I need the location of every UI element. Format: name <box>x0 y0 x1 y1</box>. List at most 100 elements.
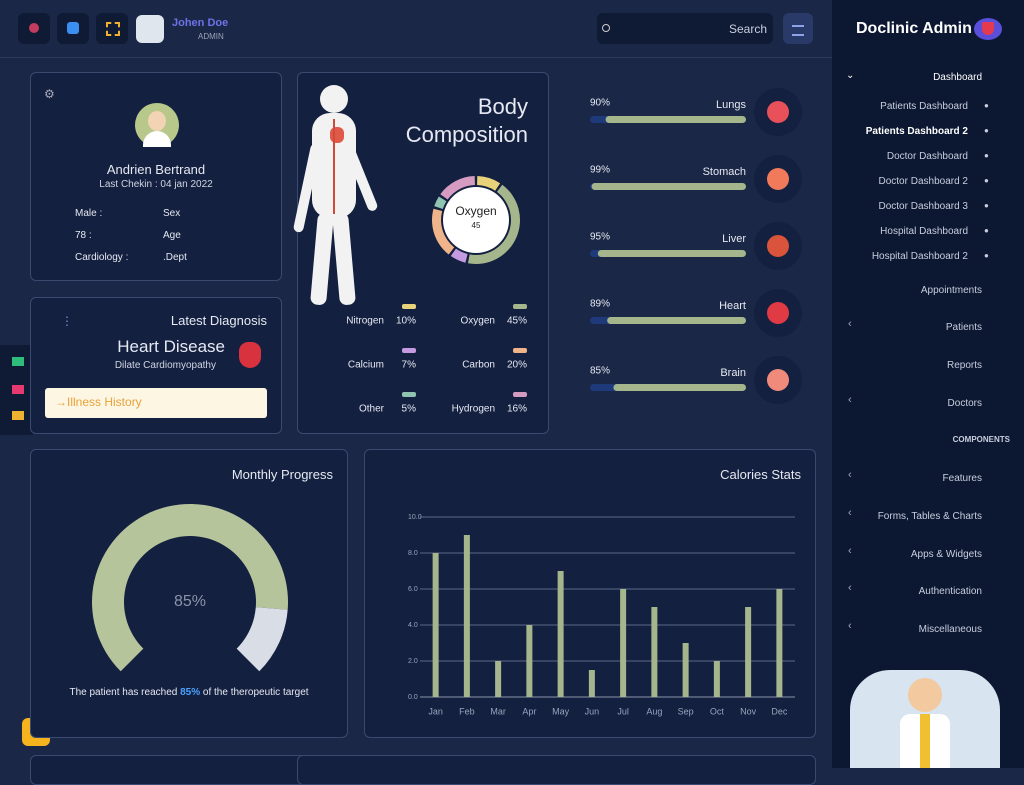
legend-label: Other <box>359 404 385 415</box>
caption-value: 85% <box>180 687 201 698</box>
menu-item[interactable]: Features <box>942 473 982 484</box>
bar <box>620 589 627 697</box>
submenu-item[interactable]: Doctor Dashboard 3 <box>878 201 969 212</box>
section-heading: COMPONENTS <box>952 435 1010 444</box>
body-composition-card: Body Composition <box>292 72 549 434</box>
menu-item[interactable]: Miscellaneous <box>918 624 982 635</box>
submenu-dot: ● <box>984 251 989 260</box>
submenu-dot: ● <box>984 126 989 135</box>
bar <box>432 553 439 697</box>
submenu-dot: ● <box>984 101 989 110</box>
icon-button[interactable] <box>57 13 89 44</box>
patient-avatar <box>135 103 179 147</box>
fullscreen-button[interactable] <box>96 13 128 44</box>
settings-icon[interactable]: ⚙ <box>44 87 55 101</box>
doctor-illustration <box>850 670 1000 768</box>
disease-name: Heart Disease <box>117 337 225 356</box>
x-tick-label: Feb <box>459 706 475 716</box>
submenu-item[interactable]: Doctor Dashboard 2 <box>878 176 969 187</box>
legend-swatch <box>402 348 416 353</box>
diagnosis-card: ⋮ Latest Diagnosis Heart Disease Dilate … <box>30 297 282 434</box>
donut-segment <box>432 208 455 255</box>
legend-value: 10% <box>396 316 416 327</box>
submenu-item[interactable]: Hospital Dashboard 2 <box>871 251 968 262</box>
legend-label: Calcium <box>348 360 384 371</box>
progress-bar <box>597 250 746 257</box>
legend-swatch <box>513 392 527 397</box>
x-tick-label: Jan <box>428 706 443 716</box>
x-tick-label: Jun <box>585 706 600 716</box>
y-tick-label: 8.0 <box>408 550 418 557</box>
y-tick-label: 2.0 <box>408 658 418 665</box>
monthly-progress-title: Monthly Progress <box>231 467 333 482</box>
bar <box>682 643 689 697</box>
diagnosis-title: Latest Diagnosis <box>170 313 267 328</box>
patient-card: ⚙ Andrien Bertrand Last Chekin : 04 jan … <box>30 72 282 281</box>
submenu-item[interactable]: Hospital Dashboard <box>880 226 968 237</box>
x-tick-label: Dec <box>771 706 788 716</box>
illness-history-button[interactable]: →Illness History <box>45 388 267 418</box>
legend-swatch <box>513 348 527 353</box>
legend-value: 7% <box>402 360 417 371</box>
donut-center-value: 45 <box>472 221 481 230</box>
x-tick-label: Apr <box>522 706 536 716</box>
user-role: ADMIN <box>198 32 224 41</box>
more-icon[interactable]: ⋮ <box>61 314 73 328</box>
organ-value: 89% <box>590 299 610 310</box>
menu-item[interactable]: Dashboard <box>933 72 982 83</box>
user-name[interactable]: Johen Doe <box>172 17 229 29</box>
brand[interactable]: Doclinic Admin <box>856 20 972 37</box>
caption-text: of the theropeutic target <box>202 687 309 698</box>
submenu-item[interactable]: Patients Dashboard <box>880 101 968 112</box>
organ-label: Liver <box>722 233 746 245</box>
bar <box>651 607 658 697</box>
detail-label: 78 : <box>75 230 92 241</box>
patient-name: Andrien Bertrand <box>106 162 206 177</box>
body-illustration <box>312 113 356 218</box>
bar <box>713 661 720 697</box>
search-box[interactable]: Search <box>597 13 773 44</box>
icon-button[interactable] <box>18 13 50 44</box>
chevron: ‹ <box>848 545 852 557</box>
donut-segment <box>477 176 501 191</box>
x-tick-label: May <box>552 706 570 716</box>
submenu-dot: ● <box>984 151 989 160</box>
chevron: ‹ <box>848 394 852 406</box>
progress-bar <box>591 183 746 190</box>
progress-caption: The patient has reached 85% of the thero… <box>31 687 347 698</box>
menu-item[interactable]: Patients <box>945 322 982 333</box>
donut-segment <box>467 184 520 264</box>
menu-item[interactable]: Forms, Tables & Charts <box>877 511 982 522</box>
bar <box>588 670 595 697</box>
bar <box>776 589 783 697</box>
organ-icon <box>767 235 789 257</box>
menu-item[interactable]: Authentication <box>918 586 982 597</box>
user-avatar[interactable] <box>136 15 164 43</box>
y-tick-label: 0.0 <box>408 694 418 701</box>
y-tick-label: 10.0 <box>408 514 422 521</box>
submenu-item[interactable]: Patients Dashboard 2 <box>865 126 968 137</box>
submenu-dot: ● <box>984 201 989 210</box>
menu-item[interactable]: Appointments <box>920 285 982 296</box>
gauge-label: 85% <box>174 593 206 610</box>
donut-segment <box>440 176 475 200</box>
menu-item[interactable]: Reports <box>946 360 982 371</box>
organ-label: Stomach <box>703 166 746 178</box>
detail-value: Age <box>163 230 181 241</box>
donut-segment <box>450 248 468 263</box>
menu-button[interactable] <box>783 13 813 44</box>
bar <box>745 607 752 697</box>
legend-value: 5% <box>402 404 417 415</box>
menu-item[interactable]: Doctors <box>947 398 982 409</box>
bar <box>463 535 470 697</box>
donut-hole <box>443 187 509 253</box>
top-bar <box>0 0 832 58</box>
x-tick-label: Nov <box>740 706 757 716</box>
y-tick-label: 4.0 <box>408 622 418 629</box>
legend-value: 20% <box>507 360 527 371</box>
monthly-progress-card: Monthly Progress The patient has reached… <box>30 449 348 738</box>
submenu-item[interactable]: Doctor Dashboard <box>886 151 968 162</box>
x-tick-label: Oct <box>710 706 725 716</box>
chevron: ‹ <box>848 469 852 481</box>
menu-item[interactable]: Apps & Widgets <box>910 549 982 560</box>
